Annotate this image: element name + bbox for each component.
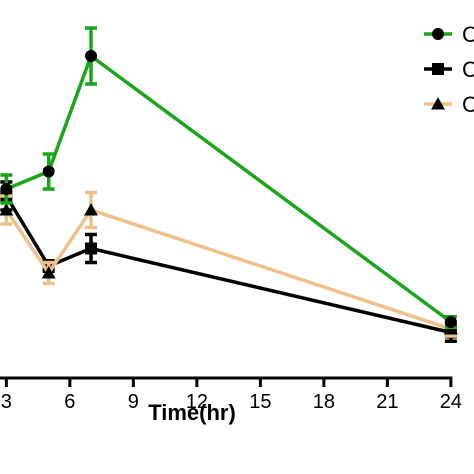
- x-tick-label: 15: [249, 391, 271, 413]
- legend-label: C: [462, 92, 474, 117]
- x-tick-label: 6: [64, 391, 75, 413]
- x-axis-title: Time(hr): [148, 400, 236, 425]
- data-point-circle: [85, 50, 98, 62]
- x-tick-label: 9: [128, 391, 139, 413]
- data-point-square: [432, 63, 444, 75]
- data-point-triangle: [0, 203, 14, 216]
- data-point-square: [85, 242, 98, 255]
- x-tick-label: 18: [313, 391, 335, 413]
- x-tick-label: 24: [440, 391, 462, 413]
- series-circle: [0, 26, 457, 329]
- x-tick-label: 21: [376, 391, 398, 413]
- legend-label: C: [462, 22, 474, 47]
- data-point-circle: [432, 28, 444, 40]
- legend-item: C: [424, 22, 474, 47]
- legend-item: C: [424, 92, 474, 117]
- data-point-triangle: [84, 203, 98, 216]
- x-tick-label: 12: [186, 391, 208, 413]
- data-point-triangle: [431, 97, 445, 110]
- legend-label: C: [462, 57, 474, 82]
- legend-item: C: [424, 57, 474, 82]
- legend: CCC: [424, 22, 474, 117]
- series-triangle: [0, 190, 458, 338]
- series-line: [4, 207, 452, 331]
- data-point-triangle: [41, 266, 56, 279]
- series-layer: [0, 26, 458, 343]
- series-line: [5, 53, 452, 324]
- series-square: [0, 180, 457, 343]
- data-point-circle: [42, 165, 55, 178]
- x-tick-label: 3: [1, 391, 12, 413]
- data-point-circle: [0, 183, 13, 195]
- x-ticks: 3 6 9 12 15 18 21 24: [1, 378, 462, 413]
- data-point-circle: [444, 316, 457, 328]
- series-line: [4, 195, 452, 335]
